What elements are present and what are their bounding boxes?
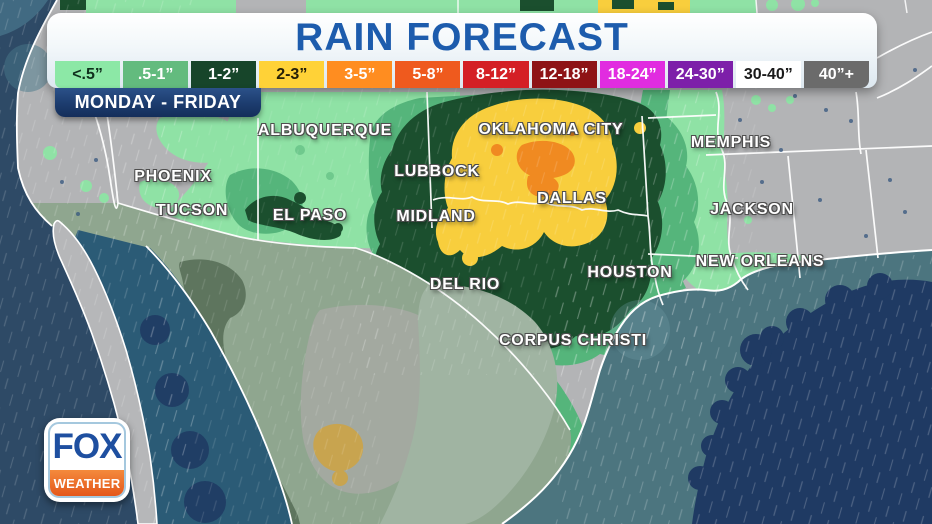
city-label-phoenix: PHOENIX xyxy=(134,168,212,185)
legend-item-5-8: 5-8” xyxy=(395,61,461,88)
city-label-midland: MIDLAND xyxy=(396,208,476,225)
legend-item-18-24: 18-24” xyxy=(599,61,665,88)
fox-weather-logo: FOX WEATHER xyxy=(44,418,130,502)
legend-item-12-18: 12-18” xyxy=(531,61,597,88)
weather-logo-text: WEATHER xyxy=(50,470,124,496)
legend-item-24-30: 24-30” xyxy=(667,61,733,88)
city-label-new-orleans: NEW ORLEANS xyxy=(695,253,825,270)
legend-item-lt05: <.5” xyxy=(55,61,121,88)
city-label-albuquerque: ALBUQUERQUE xyxy=(257,122,393,139)
city-label-houston: HOUSTON xyxy=(587,264,673,281)
city-label-del-rio: DEL RIO xyxy=(429,276,501,293)
city-label-oklahoma-city: OKLAHOMA CITY xyxy=(478,121,624,138)
legend-item-1-2: 1-2” xyxy=(191,61,257,88)
legend-item-3-5: 3-5” xyxy=(327,61,393,88)
fox-logo-text: FOX xyxy=(52,427,123,466)
fox-weather-logo-inner: FOX WEATHER xyxy=(48,422,126,498)
city-label-memphis: MEMPHIS xyxy=(690,134,772,151)
city-label-dallas: DALLAS xyxy=(537,190,607,207)
legend-item-40plus: 40”+ xyxy=(803,61,869,88)
top-strip xyxy=(60,0,908,14)
city-label-jackson: JACKSON xyxy=(710,201,794,218)
date-range-banner: MONDAY - FRIDAY xyxy=(55,88,261,117)
legend-item-8-12: 8-12” xyxy=(463,61,529,88)
city-label-corpus-christi: CORPUS CHRISTI xyxy=(498,332,648,349)
city-label-tucson: TUCSON xyxy=(155,202,229,219)
rainfall-legend: <.5” .5-1” 1-2” 2-3” 3-5” 5-8” 8-12” 12-… xyxy=(47,61,877,88)
city-label-lubbock: LUBBOCK xyxy=(394,163,480,180)
legend-item-05-1: .5-1” xyxy=(123,61,189,88)
page-title: RAIN FORECAST xyxy=(295,15,629,59)
legend-item-2-3: 2-3” xyxy=(259,61,325,88)
legend-item-30-40: 30-40” xyxy=(735,61,801,88)
city-label-el-paso: EL PASO xyxy=(272,207,348,224)
header-panel: RAIN FORECAST <.5” .5-1” 1-2” 2-3” 3-5” … xyxy=(47,13,877,88)
